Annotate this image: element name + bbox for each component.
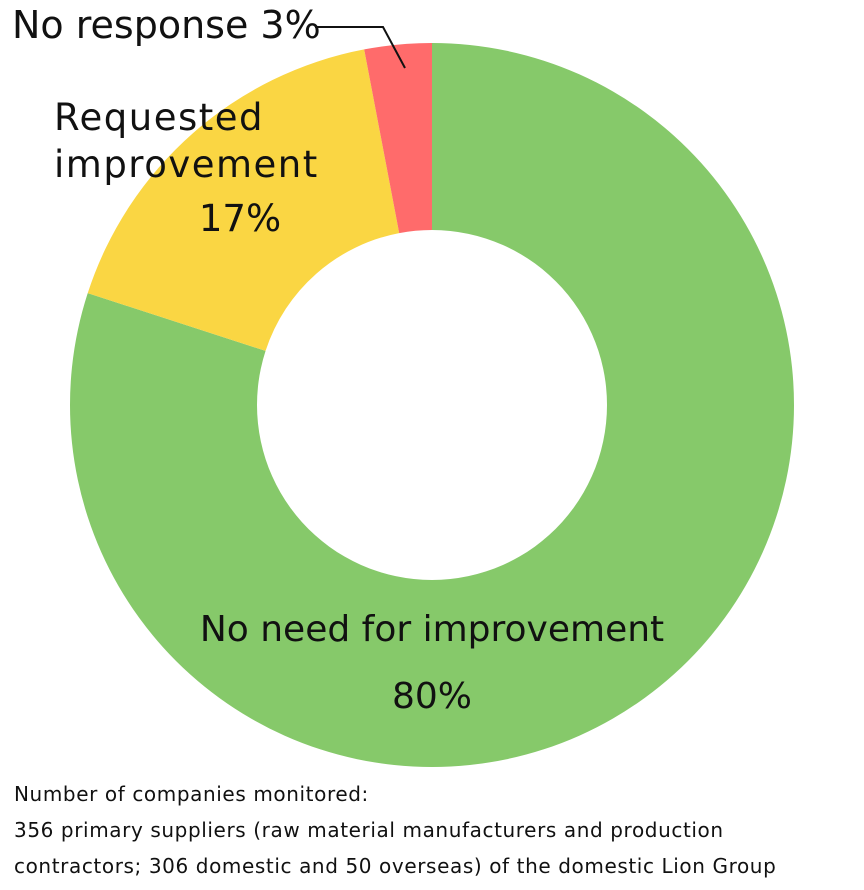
label-no-response: No response 3%: [12, 3, 321, 47]
label-no-need: No need for improvement: [200, 609, 664, 650]
slice-requested-improvement: [87, 49, 400, 351]
label-requested-line1: Requested: [54, 96, 264, 139]
note-line-3: contractors; 306 domestic and 50 oversea…: [14, 854, 777, 878]
no-response-callout-line: [315, 26, 406, 69]
note-line-2: 356 primary suppliers (raw material manu…: [14, 818, 724, 842]
value-no-need: 80%: [392, 676, 472, 717]
slice-no-need-for-improvement: [69, 43, 795, 768]
label-requested-line2: improvement: [54, 143, 319, 186]
slice-no-response: [364, 43, 432, 234]
value-requested: 17%: [199, 197, 281, 240]
note-line-1: Number of companies monitored:: [14, 782, 369, 806]
donut-slices: [69, 43, 795, 768]
